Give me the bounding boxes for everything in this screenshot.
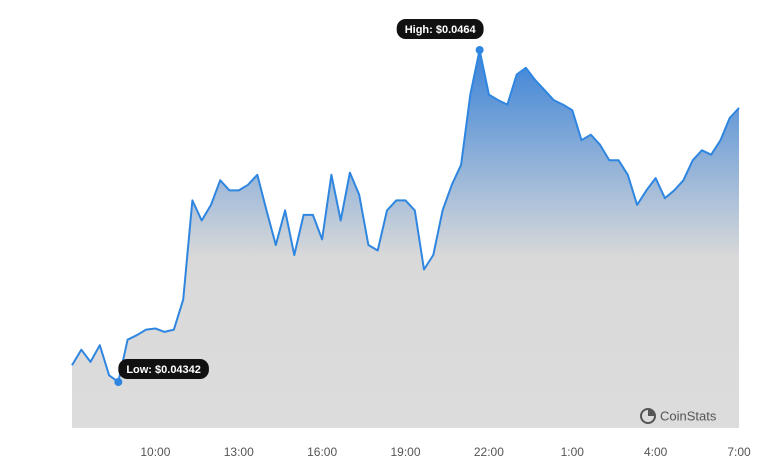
annotation-label: High: $0.0464 (405, 24, 477, 36)
annotation-label: Low: $0.04342 (126, 364, 201, 376)
extreme-marker (114, 378, 123, 386)
extreme-marker (475, 46, 484, 54)
watermark-text: CoinStats (660, 408, 717, 423)
watermark: CoinStats (640, 408, 717, 424)
area-fill (72, 50, 739, 428)
annotation-box (118, 359, 209, 379)
x-tick-label: 4:00 (644, 445, 668, 459)
annotation-badge: High: $0.0464 (396, 19, 484, 39)
x-tick-label: 10:00 (140, 445, 170, 459)
x-tick-label: 19:00 (390, 445, 420, 459)
x-tick-label: 1:00 (561, 445, 585, 459)
x-tick-label: 13:00 (224, 445, 254, 459)
annotation-box (396, 19, 484, 39)
x-tick-label: 7:00 (727, 445, 751, 459)
x-tick-label: 22:00 (474, 445, 504, 459)
annotation-badge: Low: $0.04342 (118, 359, 209, 379)
x-tick-label: 16:00 (307, 445, 337, 459)
price-line (71, 49, 740, 383)
